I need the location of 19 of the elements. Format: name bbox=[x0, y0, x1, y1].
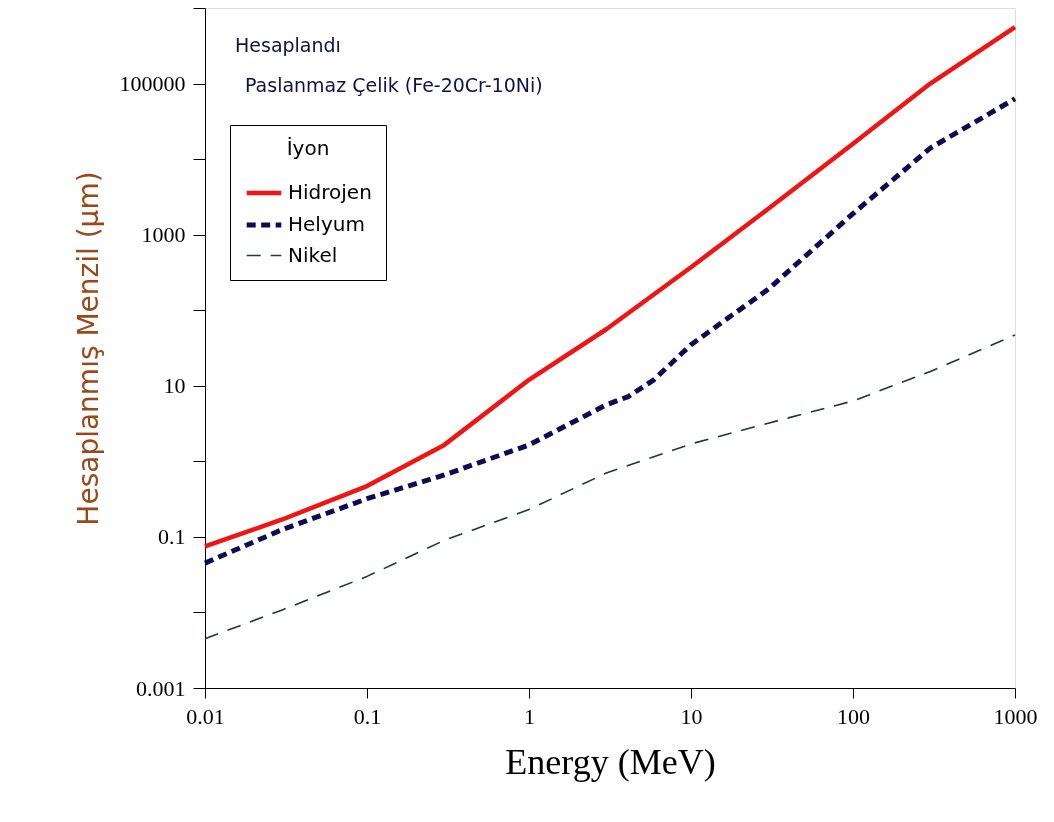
x-tick-label: 100 bbox=[837, 703, 870, 729]
x-tick-label: 0.01 bbox=[186, 703, 225, 729]
y-tick-label: 10 bbox=[163, 373, 186, 399]
legend-label: Nikel bbox=[288, 242, 338, 267]
x-tick-label: 1 bbox=[524, 703, 535, 729]
x-tick-label: 1000 bbox=[993, 703, 1038, 729]
legend-label: Hidrojen bbox=[288, 180, 372, 204]
x-tick-label: 0.1 bbox=[353, 703, 382, 729]
y-tick-label: 0.001 bbox=[136, 675, 186, 701]
legend-title: İyon bbox=[286, 136, 330, 160]
x-tick-label: 10 bbox=[680, 703, 703, 729]
y-tick-label: 0.1 bbox=[158, 524, 186, 550]
y-axis-title: Hesaplanmış Menzil (μm) bbox=[71, 171, 105, 526]
legend-label: Helyum bbox=[288, 212, 365, 236]
x-axis-title: Energy (MeV) bbox=[505, 741, 716, 782]
annotation: Hesaplandı bbox=[235, 34, 341, 56]
y-tick-label: 1000 bbox=[141, 222, 186, 248]
y-tick-label: 100000 bbox=[119, 71, 186, 97]
annotation: Paslanmaz Çelik (Fe-20Cr-10Ni) bbox=[245, 74, 543, 96]
